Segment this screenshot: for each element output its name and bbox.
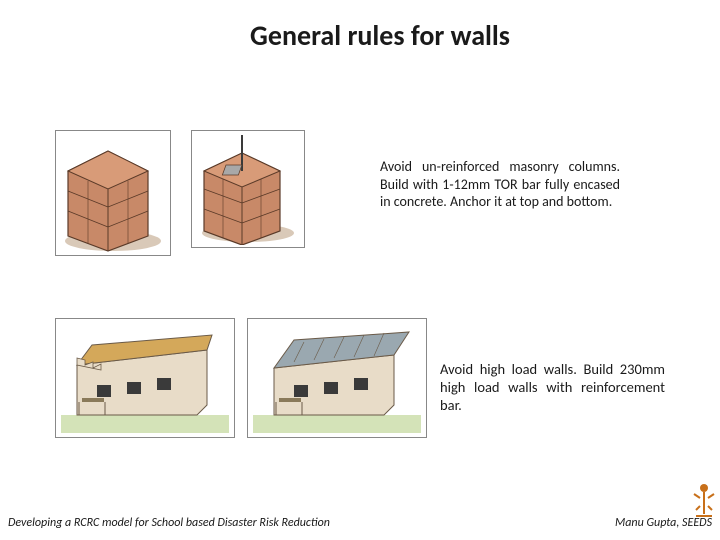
page-title: General rules for walls bbox=[0, 0, 720, 53]
building-reinforced-wall-icon bbox=[249, 320, 425, 436]
brick-column-reinforced-image bbox=[191, 130, 305, 248]
brick-column-plain-icon bbox=[58, 133, 168, 253]
seeds-logo-icon bbox=[690, 480, 718, 520]
seeds-logo bbox=[690, 480, 718, 520]
section2-images bbox=[55, 318, 427, 438]
building-reinforced-wall-image bbox=[247, 318, 427, 438]
brick-column-reinforced-icon bbox=[194, 133, 302, 245]
footer-right-text: Manu Gupta, SEEDS bbox=[615, 516, 712, 530]
building-damaged-wall-image bbox=[55, 318, 235, 438]
section2-text: Avoid high load walls. Build 230mm high … bbox=[440, 360, 665, 414]
section1-text: Avoid un-reinforced masonry columns. Bui… bbox=[380, 158, 620, 211]
footer: Developing a RCRC model for School based… bbox=[0, 516, 720, 530]
building-damaged-wall-icon bbox=[57, 320, 233, 436]
footer-left-text: Developing a RCRC model for School based… bbox=[8, 516, 330, 530]
section1-images bbox=[55, 130, 305, 256]
brick-column-plain-image bbox=[55, 130, 171, 256]
